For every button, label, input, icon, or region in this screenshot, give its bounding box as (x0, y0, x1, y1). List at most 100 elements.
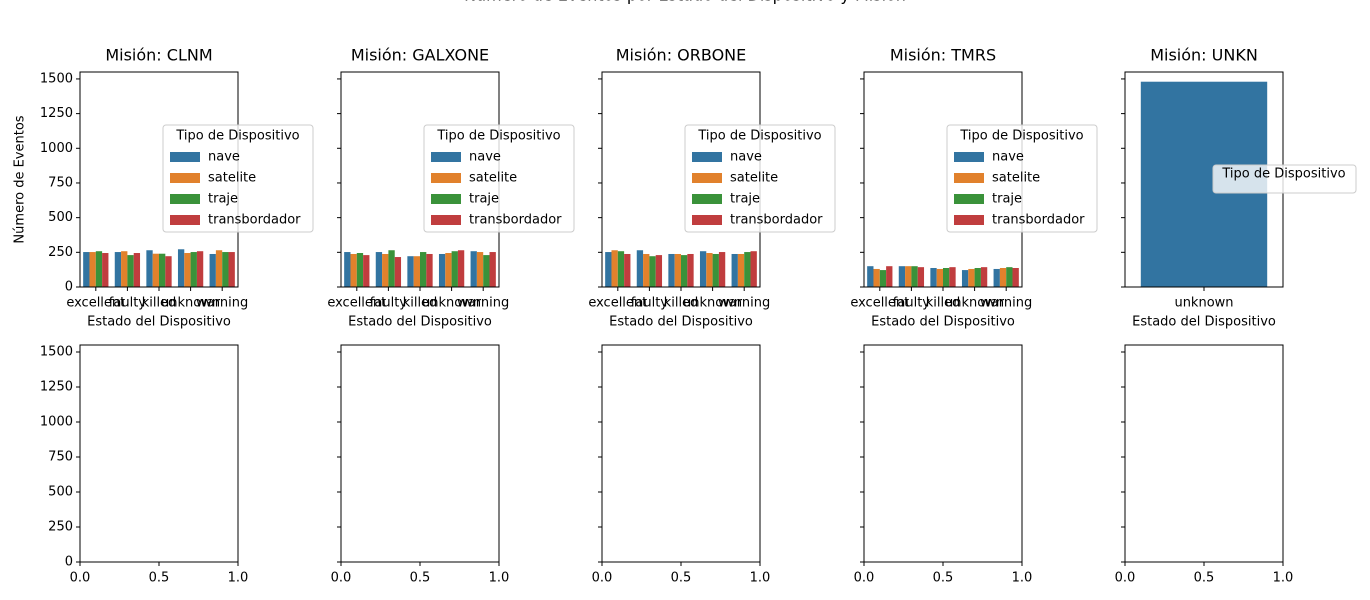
bar (438, 253, 446, 287)
legend-swatch (692, 152, 722, 162)
bar (737, 253, 745, 287)
bar (470, 251, 477, 287)
legend: Tipo de Dispositivo nave satelite traje tran… (423, 124, 575, 233)
x-tick-label: warning (718, 296, 770, 311)
bar (375, 252, 383, 287)
bar (879, 270, 887, 287)
legend-swatch (431, 215, 461, 225)
legend-label: satelite (992, 171, 1040, 186)
bar (873, 268, 880, 287)
bar (489, 252, 496, 287)
legend-label: nave (992, 150, 1024, 165)
legend-box (162, 124, 314, 233)
y-tick-label: 1500 (40, 71, 73, 86)
y-tick-label: 1000 (40, 141, 73, 156)
bar (350, 253, 357, 287)
bar (483, 255, 490, 287)
bar (930, 267, 937, 287)
bar (936, 268, 943, 287)
x-tick-label: 0.0 (592, 571, 613, 586)
bar (898, 266, 906, 287)
bar (209, 253, 216, 287)
bar (177, 249, 185, 287)
y-tick-label: 750 (48, 450, 73, 465)
bar (905, 266, 912, 287)
bar (215, 250, 223, 287)
x-tick-label: excellent (588, 296, 647, 311)
bar (968, 268, 975, 287)
bar (184, 253, 191, 287)
bar (712, 253, 719, 287)
figure-title: Número de Eventos por Estado del Disposi… (464, 0, 906, 5)
legend-title: Tipo de Dispositivo (1221, 167, 1345, 182)
bar (407, 256, 414, 287)
bar (999, 267, 1007, 287)
bar (196, 251, 204, 287)
legend-swatch (692, 173, 722, 183)
bar (961, 270, 969, 287)
subplot-title: Misión: GALXONE (351, 46, 489, 65)
y-tick-label: 0 (65, 280, 73, 295)
bar (699, 251, 707, 287)
bar (190, 252, 197, 287)
legend: Tipo de Dispositivo nave satelite traje tran… (946, 124, 1098, 233)
bar (89, 252, 96, 287)
legend-box (684, 124, 836, 233)
x-axis-label: Estado del Dispositivo (87, 315, 231, 330)
x-tick-label: killed (926, 296, 961, 311)
bar (617, 251, 625, 287)
legend: Tipo de Dispositivo nave satelite traje tran… (162, 124, 314, 233)
bar (95, 251, 103, 287)
bar (655, 255, 663, 287)
legend-box (946, 124, 1098, 233)
legend-label: satelite (208, 171, 256, 186)
subplot-title: Misión: TMRS (890, 46, 996, 65)
legend-label: nave (469, 150, 501, 165)
legend-box (423, 124, 575, 233)
legend-swatch (692, 215, 722, 225)
y-tick-label: 1250 (40, 106, 73, 121)
x-axis-label: Estado del Dispositivo (348, 315, 492, 330)
legend-swatch (431, 152, 461, 162)
bar (83, 252, 90, 287)
x-tick-label: 0.5 (933, 571, 954, 586)
legend-swatch (431, 194, 461, 204)
bar (388, 250, 395, 287)
bar (1012, 267, 1019, 287)
legend: Tipo de Dispositivo (1212, 164, 1357, 194)
legend-swatch (954, 215, 984, 225)
legend-title: Tipo de Dispositivo (436, 129, 560, 144)
bar (159, 253, 166, 287)
legend-label: traje (730, 192, 760, 207)
bar (949, 267, 956, 287)
x-axis-label: Estado del Dispositivo (609, 315, 753, 330)
legend-swatch (954, 173, 984, 183)
x-tick-label: unknown (422, 296, 481, 311)
axes-frame (79, 344, 239, 563)
x-tick-label: 0.0 (854, 571, 875, 586)
subplot-title: Misión: UNKN (1150, 46, 1258, 65)
x-tick-label: unknown (945, 296, 1004, 311)
y-tick-label: 500 (48, 485, 73, 500)
y-tick-label: 1500 (40, 345, 73, 360)
bar (114, 252, 122, 287)
bar (344, 252, 351, 287)
bar (674, 253, 681, 287)
x-tick-label: 0.5 (149, 571, 170, 586)
bar (974, 267, 981, 287)
bar (146, 250, 153, 287)
axes-frame (601, 344, 761, 563)
x-tick-label: killed (403, 296, 438, 311)
bar (394, 257, 402, 287)
legend-swatch (170, 152, 200, 162)
y-tick-label: 250 (48, 245, 73, 260)
bar (911, 266, 918, 287)
bar (980, 267, 988, 287)
x-tick-label: 0.0 (331, 571, 352, 586)
x-tick-label: unknown (683, 296, 742, 311)
legend-label: satelite (469, 171, 517, 186)
axes-frame (340, 344, 500, 563)
bar (420, 252, 427, 287)
legend-label: traje (992, 192, 1022, 207)
